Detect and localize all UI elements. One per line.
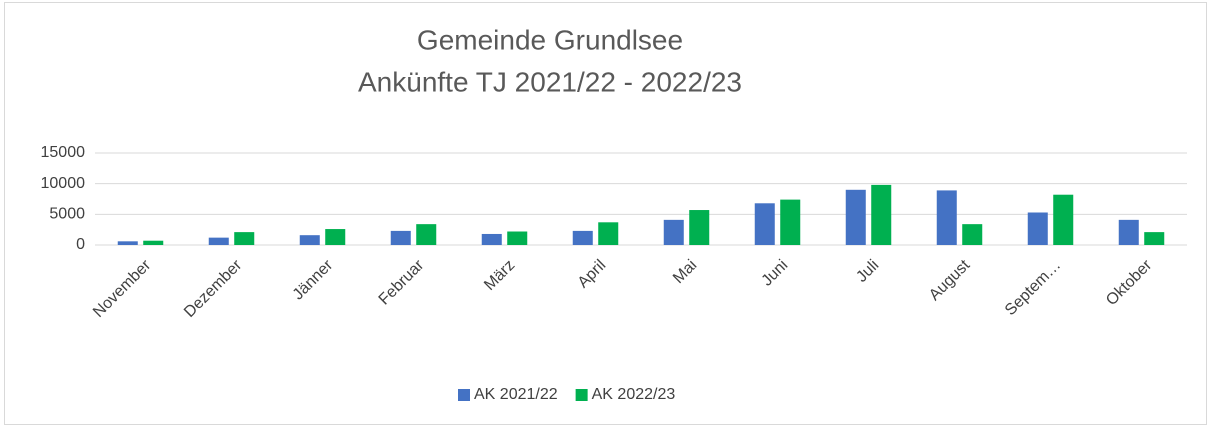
chart-border	[4, 2, 1207, 425]
legend-swatch	[575, 389, 588, 401]
chart-title: Gemeinde Grundlsee	[417, 24, 683, 55]
bar	[390, 230, 411, 245]
bar	[1027, 212, 1048, 245]
bar	[871, 184, 892, 245]
bar	[208, 237, 229, 245]
bar	[481, 233, 502, 245]
bar	[936, 190, 957, 245]
bar	[1053, 194, 1074, 245]
bar	[663, 219, 684, 245]
bar	[143, 240, 164, 245]
y-tick-label: 5000	[49, 206, 85, 223]
bar	[1144, 232, 1165, 245]
bar	[117, 241, 138, 245]
y-tick-label: 10000	[41, 175, 86, 192]
legend-label: AK 2021/22	[474, 386, 558, 403]
bar	[962, 224, 983, 245]
bar	[507, 231, 528, 245]
chart-title: Ankünfte TJ 2021/22 - 2022/23	[358, 66, 742, 97]
bar	[234, 232, 255, 245]
bar	[754, 203, 775, 245]
legend-label: AK 2022/23	[592, 386, 676, 403]
bar	[299, 235, 320, 245]
bar	[780, 199, 801, 245]
bar	[572, 230, 593, 245]
bar	[416, 224, 437, 245]
bar	[689, 210, 710, 245]
bar	[1118, 219, 1139, 245]
legend-swatch	[458, 389, 470, 401]
y-tick-label: 15000	[41, 144, 86, 161]
bar	[598, 222, 619, 245]
bar	[845, 189, 866, 245]
y-tick-label: 0	[76, 236, 85, 253]
bar	[325, 229, 346, 245]
